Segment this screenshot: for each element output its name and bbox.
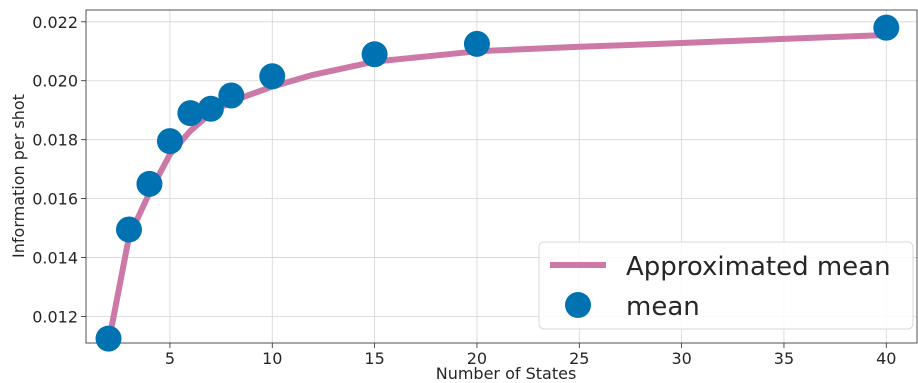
y-tick-label: 0.016 (32, 190, 78, 209)
mean-point (463, 30, 490, 57)
y-tick-label: 0.022 (32, 13, 78, 32)
x-tick-label: 20 (467, 349, 487, 368)
legend-label-approximated-mean: Approximated mean (626, 252, 891, 282)
mean-point (156, 128, 183, 155)
mean-point (259, 63, 286, 90)
mean-point (136, 170, 163, 197)
x-axis: 5 10 15 20 25 30 35 40 (165, 343, 896, 368)
y-tick-label: 0.018 (32, 131, 78, 150)
x-tick-label: 25 (569, 349, 589, 368)
mean-point (197, 95, 224, 122)
plot-frame (85, 9, 918, 344)
y-tick-label: 0.014 (32, 249, 78, 268)
x-axis-label: Number of States (436, 364, 577, 383)
mean-point (177, 100, 204, 127)
legend-box (538, 241, 914, 330)
x-tick-label: 10 (262, 349, 282, 368)
y-tick-label: 0.020 (32, 72, 78, 91)
mean-point (873, 14, 900, 41)
legend-marker-swatch (565, 292, 591, 318)
x-tick-label: 5 (165, 349, 175, 368)
y-tick-label: 0.012 (32, 307, 78, 326)
legend: Approximated mean mean (538, 241, 914, 330)
mean-point (95, 325, 122, 352)
x-tick-label: 40 (876, 349, 896, 368)
y-axis-label: Information per shot (9, 94, 28, 258)
x-tick-label: 15 (364, 349, 384, 368)
x-tick-label: 30 (671, 349, 691, 368)
y-axis: 0.012 0.014 0.016 0.018 0.020 0.022 (32, 13, 86, 326)
legend-label-mean: mean (626, 292, 700, 322)
x-tick-label: 35 (774, 349, 794, 368)
series-layer (95, 14, 900, 352)
mean-point (361, 41, 388, 68)
mean-point (115, 216, 142, 243)
mean-point (218, 82, 245, 109)
